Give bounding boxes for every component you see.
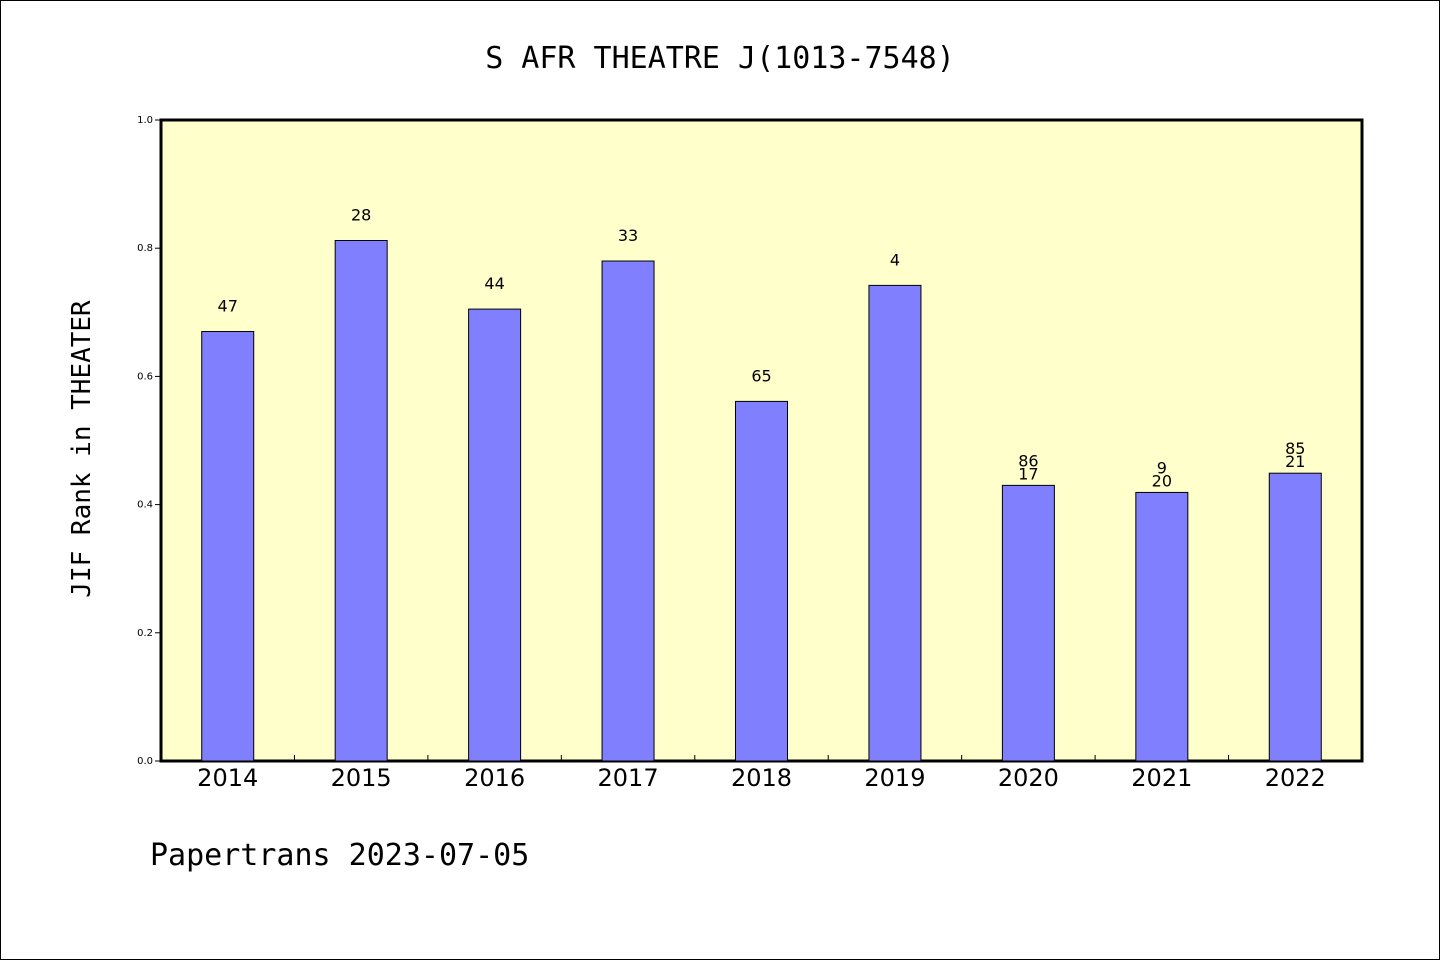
data-label: 28 [351,206,371,225]
data-label: 33 [618,226,638,245]
data-label: 20 [1152,471,1172,490]
chart-title: S AFR THEATRE J(1013-7548) [485,41,955,76]
y-tick-label: 0.2 [137,628,153,639]
data-label: 86 [1018,451,1038,470]
x-tick-label: 2016 [464,764,525,792]
data-label: 44 [484,274,504,293]
y-tick-label: 0.0 [137,756,153,767]
data-label: 21 [1285,452,1305,471]
bar [735,400,788,762]
x-tick-label: 2015 [331,764,392,792]
bar [601,260,655,762]
x-tick-label: 2018 [731,764,792,792]
bar [334,240,388,762]
y-axis-label: JIF Rank in THEATER [67,300,97,598]
bar [1001,484,1055,762]
bars [201,240,1322,762]
bar [468,308,522,762]
bar [868,284,922,762]
bar [1268,472,1322,762]
y-axis: 0.0 0.2 0.4 0.6 0.8 1.0 [137,115,161,767]
y-tick-label: 0.8 [137,243,153,254]
x-tick-label: 2022 [1265,764,1326,792]
y-tick-label: 1.0 [137,115,153,126]
data-label: 47 [218,297,238,316]
x-tick-label: 2019 [864,764,925,792]
x-tick-label: 2017 [598,764,659,792]
y-tick-label: 0.4 [137,500,153,511]
x-tick-label: 2020 [998,764,1059,792]
footer-text: Papertrans 2023-07-05 [150,838,529,873]
data-label: 4 [890,250,900,269]
bar [201,331,255,762]
y-tick-label: 0.6 [137,371,153,382]
data-label: 65 [751,366,771,385]
data-label: 9 [1157,458,1167,477]
data-label: 85 [1285,439,1305,458]
x-axis: 2014 2015 2016 2017 2018 2019 2020 2021 2022 [197,755,1326,792]
data-label: 17 [1018,464,1038,483]
bar [1135,491,1189,762]
x-tick-label: 2021 [1131,764,1192,792]
x-tick-label: 2014 [197,764,258,792]
